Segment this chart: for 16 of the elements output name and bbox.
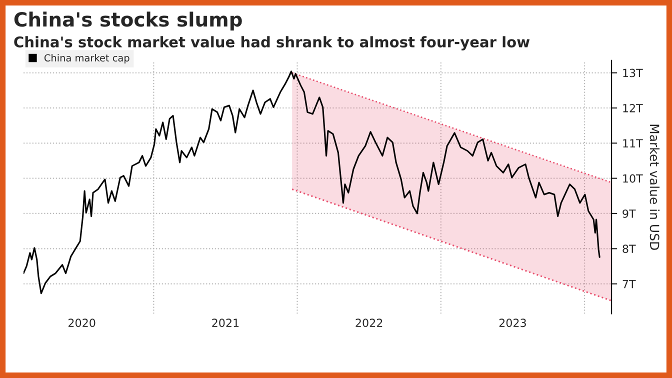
y-tick-label: 7T [622, 280, 636, 288]
line-series [24, 70, 600, 294]
x-tick-label: 2021 [212, 318, 239, 328]
chart-subtitle: China's stock market value had shrank to almost four-year low [14, 36, 530, 50]
x-tick-label: 2022 [356, 318, 382, 328]
y-tick-label: 12T [623, 104, 643, 112]
chart-title: China's stocks slump [14, 12, 242, 31]
y-tick-label: 13T [623, 68, 643, 78]
y-tick-label: 11T [623, 139, 643, 148]
x-tick-label: 2023 [499, 318, 526, 328]
y-tick-label: 9T [622, 209, 636, 218]
y-axis-title: Market value in USD [650, 124, 660, 250]
y-tick-label: 10T [623, 174, 643, 183]
y-tick-label: 8T [622, 244, 636, 254]
legend-label: China market cap [44, 54, 130, 64]
x-tick-label: 2020 [68, 318, 96, 328]
